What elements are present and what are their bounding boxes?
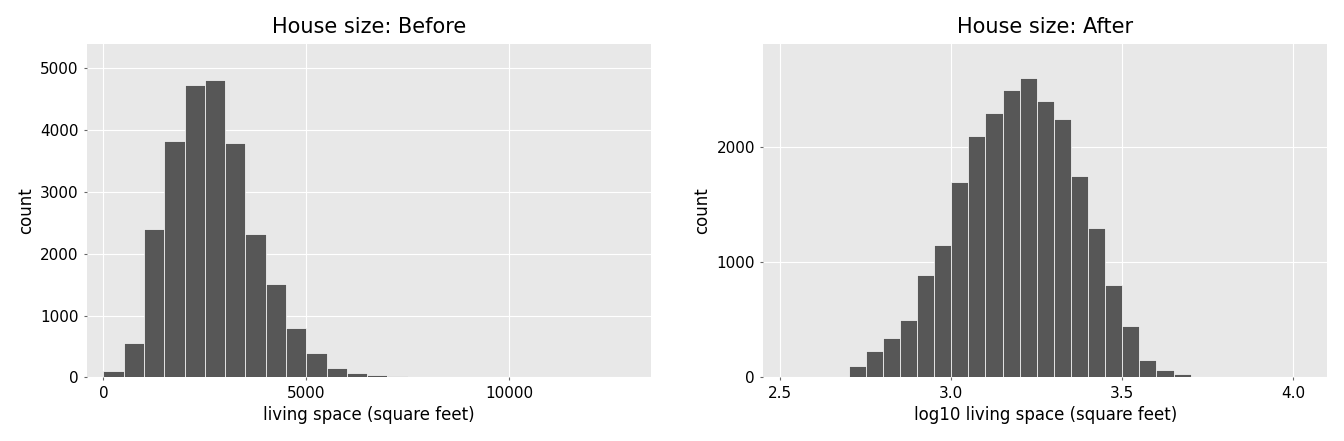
Bar xyxy=(124,344,144,377)
Bar xyxy=(900,320,917,377)
Bar xyxy=(387,376,407,377)
Title: House size: After: House size: After xyxy=(957,17,1133,37)
Y-axis label: count: count xyxy=(16,187,35,234)
Bar xyxy=(969,136,985,377)
Bar xyxy=(1173,374,1191,377)
Bar xyxy=(226,142,246,377)
Bar xyxy=(1140,360,1156,377)
Bar xyxy=(1036,101,1054,377)
Bar xyxy=(1054,119,1071,377)
Bar xyxy=(246,234,266,377)
Bar xyxy=(1122,325,1140,377)
Bar xyxy=(866,351,883,377)
Bar xyxy=(103,371,124,377)
Bar xyxy=(164,142,184,377)
Bar xyxy=(347,373,367,377)
Bar xyxy=(849,366,866,377)
Bar xyxy=(952,182,969,377)
X-axis label: log10 living space (square feet): log10 living space (square feet) xyxy=(914,406,1177,424)
Bar xyxy=(883,338,900,377)
Bar xyxy=(286,328,306,377)
Bar xyxy=(367,375,387,377)
Bar xyxy=(917,275,934,377)
Bar xyxy=(1089,228,1105,377)
Title: House size: Before: House size: Before xyxy=(271,17,466,37)
Bar xyxy=(327,367,347,377)
Bar xyxy=(1020,78,1036,377)
Bar xyxy=(266,284,286,377)
X-axis label: living space (square feet): living space (square feet) xyxy=(263,406,474,424)
Bar xyxy=(204,80,226,377)
Bar xyxy=(144,229,164,377)
Bar xyxy=(1003,90,1020,377)
Bar xyxy=(306,353,327,377)
Bar xyxy=(1071,176,1089,377)
Bar xyxy=(1105,285,1122,377)
Bar xyxy=(184,85,204,377)
Bar xyxy=(1156,370,1173,377)
Bar xyxy=(985,113,1003,377)
Y-axis label: count: count xyxy=(694,187,711,234)
Bar xyxy=(934,245,952,377)
